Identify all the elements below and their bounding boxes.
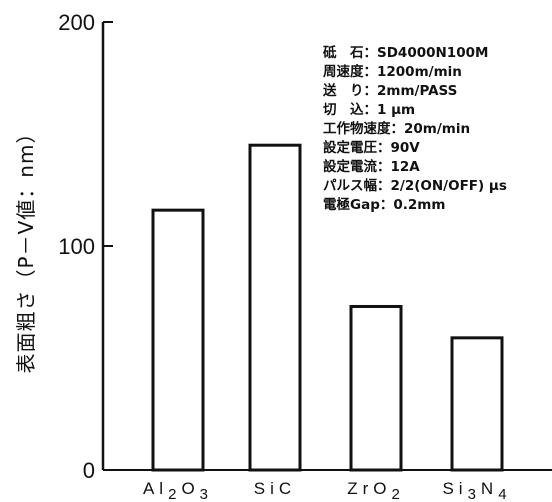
bar-sic	[248, 143, 302, 472]
bar-zro2	[349, 304, 403, 472]
bar-si3n4	[450, 336, 504, 472]
annotation-line: 設定電圧：90V	[323, 139, 420, 156]
bar-al2o3	[151, 208, 205, 472]
y-tick-label: 0	[83, 458, 95, 483]
y-axis-label: 表面粗さ（P－V値：nm）	[14, 123, 38, 374]
y-tick-label: 200	[58, 10, 95, 35]
annotation-line: 送 り：2mm/PASS	[322, 82, 457, 99]
annotation-line: 周速度：1200m/min	[323, 63, 462, 80]
annotation-line: パルス幅：2/2(ON/OFF) μs	[323, 177, 507, 194]
x-tick-label-sic: SiC	[254, 479, 296, 498]
annotation-line: 設定電流：12A	[323, 158, 420, 175]
annotation-line: 工作物速度：20m/min	[323, 120, 470, 137]
y-tick-label: 100	[58, 234, 95, 259]
x-tick-label-al2o3: Al2O3	[143, 479, 213, 502]
x-tick-label-si3n4: Si3N4	[442, 479, 511, 502]
x-tick-labels: Al2O3 SiC ZrO2 Si3N4	[143, 479, 511, 502]
conditions-annotation: 砥 石：SD4000N100M 周速度：1200m/min 送 り：2mm/PASS…	[322, 44, 507, 213]
annotation-line: 切 込：1 μm	[323, 101, 415, 118]
bars	[151, 143, 504, 472]
annotation-line: 電極Gap：0.2mm	[323, 196, 445, 213]
x-tick-label-zro2: ZrO2	[347, 479, 405, 502]
annotation-line: 砥 石：SD4000N100M	[323, 44, 488, 61]
